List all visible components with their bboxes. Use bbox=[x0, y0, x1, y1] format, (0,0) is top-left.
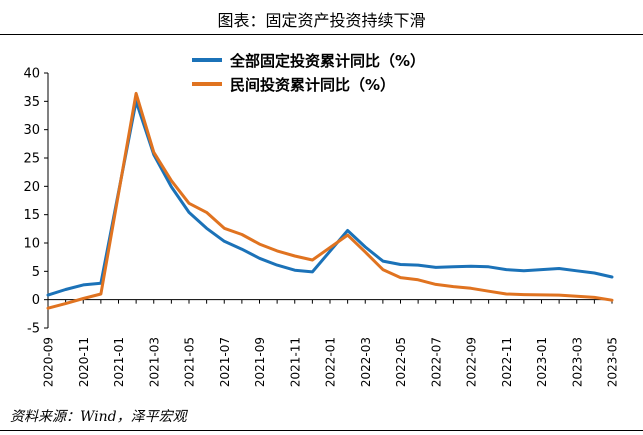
x-tick-label: 2022-07 bbox=[429, 337, 443, 387]
x-tick-label: 2023-01 bbox=[535, 337, 549, 387]
legend-label-2: 民间投资累计同比（%） bbox=[230, 76, 395, 94]
axes: -5 0 5 10 15 20 25 30 35 40 2020-09 2020-11 2021-01 2… bbox=[23, 67, 619, 388]
y-tick-label: -5 bbox=[27, 322, 40, 337]
y-tick-label: 40 bbox=[23, 67, 40, 82]
x-tick-label: 2022-05 bbox=[394, 337, 408, 387]
title-bar: 图表：固定资产投资持续下滑 bbox=[0, 0, 643, 36]
chart-area: -5 0 5 10 15 20 25 30 35 40 2020-09 2020-11 2021-01 2… bbox=[0, 36, 643, 402]
legend: 全部固定投资累计同比（%） 民间投资累计同比（%） bbox=[192, 52, 425, 94]
series-line-2 bbox=[46, 91, 614, 310]
x-tick-label: 2020-09 bbox=[42, 337, 56, 387]
y-tick-label: 35 bbox=[23, 95, 40, 110]
y-tick-label: 10 bbox=[23, 237, 40, 252]
series-line-1 bbox=[46, 99, 614, 297]
x-tick-label: 2021-09 bbox=[253, 337, 267, 387]
x-tick-label: 2021-07 bbox=[218, 337, 232, 387]
x-tick-label: 2022-01 bbox=[324, 337, 338, 387]
x-tick-label: 2022-03 bbox=[359, 337, 373, 387]
y-tick-label: 15 bbox=[23, 208, 40, 223]
x-tick-label: 2021-11 bbox=[288, 337, 302, 387]
title-divider bbox=[0, 34, 643, 35]
x-tick-label: 2023-03 bbox=[570, 337, 584, 387]
source-note: 资料来源：Wind，泽平宏观 bbox=[10, 409, 187, 425]
x-tick-label: 2023-05 bbox=[606, 337, 620, 387]
y-tick-label: 0 bbox=[32, 293, 40, 308]
x-tick-label: 2021-01 bbox=[112, 337, 126, 387]
series-lines bbox=[46, 91, 614, 310]
x-tick-label: 2022-11 bbox=[500, 337, 514, 387]
y-tick-label: 25 bbox=[23, 152, 40, 167]
x-tick-label: 2022-09 bbox=[465, 337, 479, 387]
y-tick-label: 30 bbox=[23, 123, 40, 138]
x-tick-label: 2021-03 bbox=[147, 337, 161, 387]
line-chart: -5 0 5 10 15 20 25 30 35 40 2020-09 2020-11 2021-01 2… bbox=[23, 52, 619, 388]
y-tick-label: 20 bbox=[23, 180, 40, 195]
x-tick-label: 2020-11 bbox=[77, 337, 91, 387]
chart-title: 图表：固定资产投资持续下滑 bbox=[217, 11, 426, 30]
y-tick-label: 5 bbox=[32, 265, 40, 280]
bottom-divider bbox=[0, 430, 643, 431]
legend-label-1: 全部固定投资累计同比（%） bbox=[229, 52, 425, 70]
x-tick-label: 2021-05 bbox=[183, 337, 197, 387]
